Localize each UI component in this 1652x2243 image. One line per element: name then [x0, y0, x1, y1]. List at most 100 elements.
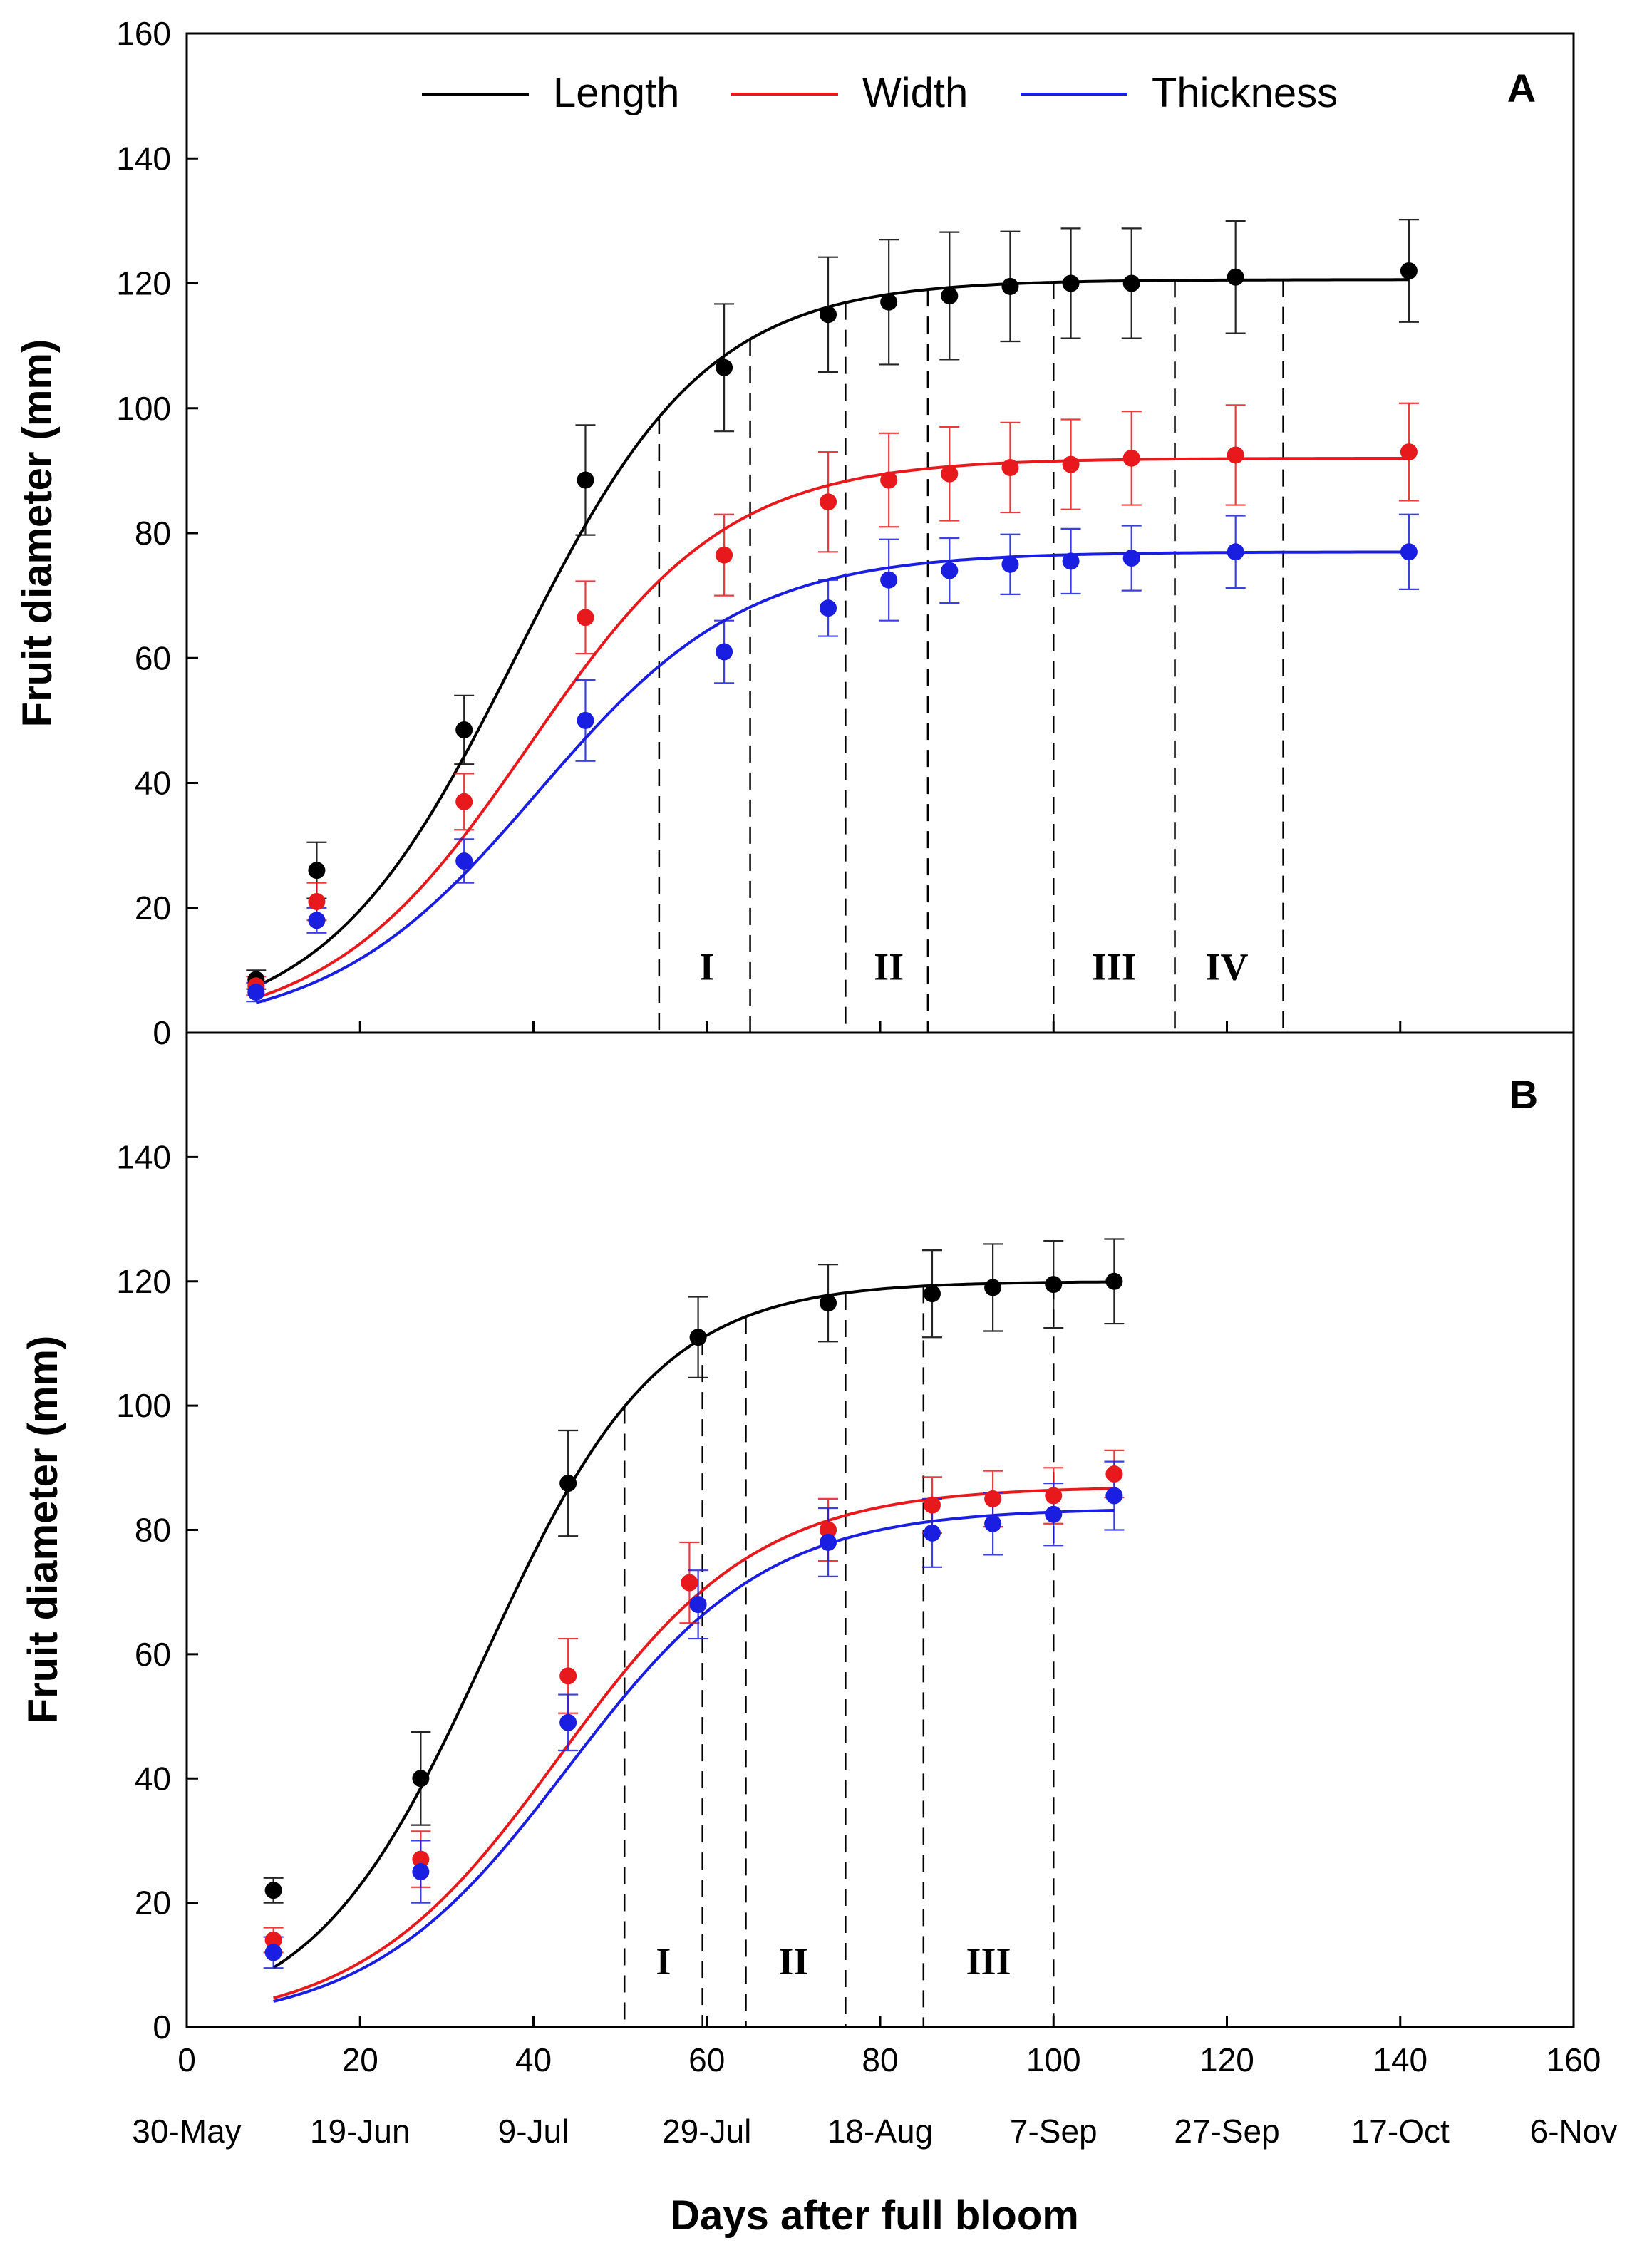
- panel-a-length-point-8: [1001, 277, 1019, 295]
- panel-a-width-point-3: [577, 609, 594, 627]
- legend-thickness-label: Thickness: [1152, 70, 1338, 116]
- panel-b-date-label-8: 6-Nov: [1530, 2113, 1618, 2150]
- panel-b-width-point-1: [412, 1850, 430, 1868]
- panel-b-thickness-point-4: [820, 1533, 837, 1551]
- panel-a-thickness-point-10: [1122, 550, 1140, 567]
- panel-b-y-tick-label-100: 100: [116, 1387, 171, 1424]
- panel-b-length-point-0: [264, 1882, 282, 1899]
- panel-a-width-point-5: [820, 493, 837, 511]
- panel-b-y-axis-title: Fruit diameter (mm): [20, 1336, 66, 1724]
- panel-a-width-point-2: [455, 793, 473, 810]
- panel-b-stage-label-III: III: [966, 1940, 1011, 1983]
- panel-a-thickness-point-0: [247, 984, 265, 1001]
- panel-a-thickness-fit-curve: [255, 550, 1409, 1004]
- panel-a-y-tick-label-140: 140: [116, 140, 171, 177]
- panel-b-length-point-5: [923, 1285, 941, 1303]
- panel-b-width-point-3: [681, 1574, 698, 1592]
- panel-b-y-tick-label-20: 20: [135, 1884, 171, 1922]
- panel-a-width-fit-curve: [255, 457, 1409, 999]
- x-axis-title: Days after full bloom: [670, 2192, 1079, 2239]
- panel-b-thickness-point-8: [1105, 1487, 1123, 1505]
- panel-b-thickness-point-2: [559, 1713, 577, 1731]
- panel-a-width-point-10: [1122, 449, 1140, 467]
- panel-a-length-fit-curve: [255, 278, 1409, 988]
- panel-b-width-point-6: [984, 1490, 1002, 1507]
- panel-a-length-point-1: [308, 862, 326, 880]
- panel-a-y-tick-label-0: 0: [153, 1014, 171, 1051]
- panel-a-thickness-point-1: [308, 912, 326, 929]
- panel-a-letter: A: [1507, 66, 1536, 110]
- panel-a-stage-label-III: III: [1092, 946, 1137, 989]
- panel-b-thickness-point-1: [412, 1863, 430, 1881]
- panel-a-stage-label-II: II: [874, 946, 904, 989]
- panel-a-length-point-5: [820, 306, 837, 324]
- panel-a-width-point-7: [941, 465, 959, 483]
- panel-a-length-point-7: [941, 287, 959, 305]
- panel-a-y-tick-label-160: 160: [116, 15, 171, 52]
- panel-a-length-point-6: [880, 293, 898, 311]
- panel-a-thickness-point-5: [820, 599, 837, 617]
- panel-b-date-label-6: 27-Sep: [1174, 2113, 1279, 2150]
- panel-b-x-tick-label-0: 0: [177, 2041, 196, 2078]
- panel-a-stage-label-IV: IV: [1205, 946, 1248, 989]
- panel-b-width-point-5: [923, 1496, 941, 1514]
- panel-b-y-tick-label-60: 60: [135, 1636, 171, 1673]
- panel-b-length-point-8: [1105, 1272, 1123, 1290]
- panel-a-width-point-11: [1227, 446, 1244, 464]
- panel-b-stage-lines: I II III: [623, 1282, 1055, 2027]
- panel-b-y-tick-label-80: 80: [135, 1512, 171, 1549]
- panel-b-length-point-7: [1045, 1276, 1063, 1294]
- panel-a-width-point-12: [1400, 443, 1418, 461]
- panel-a-y-tick-label-80: 80: [135, 515, 171, 552]
- panel-b-length-point-1: [412, 1770, 430, 1788]
- panel-b-y-tick-label-40: 40: [135, 1760, 171, 1797]
- panel-a-width-point-8: [1001, 458, 1019, 476]
- panel-b-x-tick-label-100: 100: [1026, 2041, 1081, 2078]
- panel-b-thickness-point-0: [264, 1944, 282, 1961]
- panel-a-length-point-2: [455, 721, 473, 739]
- panel-b-thickness-point-6: [984, 1515, 1002, 1532]
- panel-a-thickness-point-7: [941, 562, 959, 579]
- panel-a-y-ticks: 0 20 40 60 80 100 120 140 160: [116, 15, 1402, 1051]
- panel-a-stage-lines: I II III IV: [658, 279, 1284, 1033]
- panel-b-stage-label-II: II: [778, 1940, 808, 1983]
- panel-b-date-label-4: 18-Aug: [827, 2113, 933, 2150]
- panel-a-y-tick-label-60: 60: [135, 639, 171, 676]
- panel-a-fit-curves: [255, 278, 1409, 1004]
- panel-a-length-point-3: [577, 471, 594, 489]
- panel-b-length-point-3: [689, 1329, 707, 1346]
- panel-a-thickness-point-2: [455, 852, 473, 870]
- panel-a-y-tick-label-40: 40: [135, 765, 171, 802]
- panel-b-stage-label-I: I: [656, 1940, 671, 1983]
- panel-a-thickness-point-12: [1400, 543, 1418, 561]
- panel-b-thickness-point-5: [923, 1524, 941, 1542]
- panel-b-letter: B: [1509, 1072, 1538, 1117]
- panel-a-thickness-point-9: [1062, 552, 1080, 570]
- panel-a-thickness-point-4: [716, 643, 733, 661]
- panel-b-x-tick-label-160: 160: [1547, 2041, 1601, 2078]
- panel-b-x-tick-label-140: 140: [1373, 2041, 1428, 2078]
- panel-b-data-points: [264, 1272, 1123, 1961]
- panel-b-x-tick-label-40: 40: [515, 2041, 552, 2078]
- panel-b-x-tick-label-120: 120: [1199, 2041, 1254, 2078]
- panel-a-length-point-12: [1400, 262, 1418, 279]
- panel-b-date-label-3: 29-Jul: [662, 2113, 751, 2150]
- panel-b-x-tick-label-80: 80: [862, 2041, 898, 2078]
- panel-a-y-axis-title: Fruit diameter (mm): [14, 339, 61, 728]
- panel-b-width-point-4: [820, 1521, 837, 1539]
- panel-a-y-tick-label-20: 20: [135, 890, 171, 927]
- panel-a-y-tick-label-120: 120: [116, 265, 171, 302]
- panel-a-length-point-10: [1122, 274, 1140, 292]
- panel-a-width-point-1: [308, 892, 326, 910]
- panel-a-width-point-9: [1062, 455, 1080, 473]
- panel-b-thickness-point-7: [1045, 1505, 1063, 1523]
- panel-a-length-point-11: [1227, 268, 1244, 286]
- legend-width-label: Width: [862, 70, 968, 116]
- panel-b-thickness-point-3: [689, 1596, 707, 1614]
- panel-b-x-tick-label-20: 20: [342, 2041, 378, 2078]
- panel-a-y-tick-label-100: 100: [116, 390, 171, 427]
- panel-b-length-point-4: [820, 1294, 837, 1312]
